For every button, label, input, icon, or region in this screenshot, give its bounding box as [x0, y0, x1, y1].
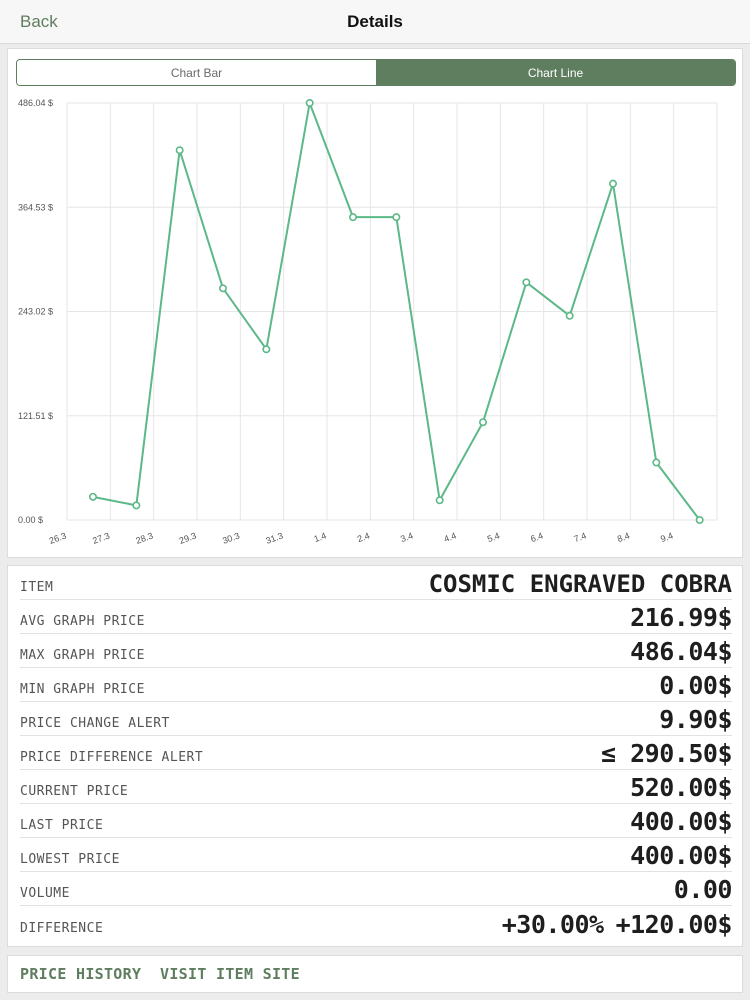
data-point [392, 213, 401, 222]
data-point [608, 179, 617, 188]
y-tick-label: 364.53 $ [18, 202, 53, 212]
data-point [695, 515, 704, 524]
data-point [435, 496, 444, 505]
data-point [175, 146, 184, 155]
data-point [89, 492, 98, 501]
detail-label: MAX GRAPH PRICE [20, 648, 145, 663]
detail-row-item: ITEM COSMIC ENGRAVED COBRA [20, 566, 732, 600]
x-tick-label: 26.3 [48, 530, 68, 545]
x-tick-label: 8.4 [616, 530, 631, 544]
detail-label: PRICE CHANGE ALERT [20, 716, 170, 731]
x-tick-label: 7.4 [573, 530, 588, 544]
data-point [219, 284, 228, 293]
data-point [262, 345, 271, 354]
x-tick-label: 3.4 [399, 530, 414, 544]
data-point [565, 311, 574, 320]
chart-type-toggle: Chart Bar Chart Line [16, 59, 736, 86]
difference-amount: +120.00$ [615, 910, 733, 939]
detail-row-price-difference-alert: PRICE DIFFERENCE ALERT ≤ 290.50$ [20, 736, 732, 770]
detail-row-difference: DIFFERENCE +30.00% +120.00$ [20, 906, 733, 940]
detail-label: VOLUME [20, 886, 70, 901]
detail-value: ≤ 290.50$ [601, 739, 732, 768]
y-tick-label: 243.02 $ [18, 307, 53, 317]
detail-row-min-price: MIN GRAPH PRICE 0.00$ [20, 668, 732, 702]
y-tick-label: 486.04 $ [18, 98, 53, 108]
x-tick-label: 31.3 [264, 530, 284, 545]
detail-row-last-price: LAST PRICE 400.00$ [20, 804, 732, 838]
visit-item-site-link[interactable]: VISIT ITEM SITE [160, 965, 300, 983]
difference-percent: +30.00% [501, 910, 604, 939]
detail-label: LAST PRICE [20, 818, 104, 833]
data-point [522, 278, 531, 287]
x-tick-label: 1.4 [313, 530, 328, 544]
detail-row-price-change-alert: PRICE CHANGE ALERT 9.90$ [20, 702, 732, 736]
x-tick-label: 9.4 [659, 530, 674, 544]
x-tick-label: 2.4 [356, 530, 371, 544]
price-line-chart: 0.00 $ 121.51 $ 243.02 $ 364.53 $ 486.04 $ 26… [18, 98, 718, 546]
detail-label: AVG GRAPH PRICE [20, 614, 145, 629]
data-point [305, 98, 314, 107]
detail-row-current-price: CURRENT PRICE 520.00$ [20, 770, 732, 804]
detail-value: 0.00$ [659, 671, 732, 700]
detail-label: CURRENT PRICE [20, 784, 129, 799]
x-tick-label: 29.3 [178, 530, 198, 545]
difference-values: +30.00% +120.00$ [501, 910, 733, 939]
back-button[interactable]: Back [20, 12, 58, 31]
x-tick-label: 30.3 [221, 530, 241, 545]
data-point [478, 418, 487, 427]
tab-chart-bar[interactable]: Chart Bar [17, 60, 376, 85]
data-point [132, 501, 141, 510]
detail-value: 216.99$ [630, 603, 732, 632]
detail-value: 400.00$ [630, 841, 732, 870]
tab-chart-line[interactable]: Chart Line [376, 60, 735, 85]
detail-value: 486.04$ [630, 637, 732, 666]
detail-value: 400.00$ [630, 807, 732, 836]
y-tick-label: 0.00 $ [18, 515, 43, 525]
navigation-bar: Back Details [0, 0, 750, 44]
detail-row-avg-price: AVG GRAPH PRICE 216.99$ [20, 600, 732, 634]
x-tick-label: 6.4 [529, 530, 544, 544]
detail-label: LOWEST PRICE [20, 852, 120, 867]
detail-value: 520.00$ [630, 773, 732, 802]
footer-actions: PRICE HISTORY VISIT ITEM SITE [7, 955, 743, 993]
chart-card: Chart Bar Chart Line 0.00 $ 121.51 $ 243.0… [7, 48, 743, 558]
x-tick-label: 4.4 [443, 530, 458, 544]
item-name-value: COSMIC ENGRAVED COBRA [428, 570, 732, 598]
detail-value: 0.00 [673, 875, 733, 904]
page-title: Details [347, 12, 403, 31]
data-point [348, 213, 357, 222]
x-tick-label: 27.3 [91, 530, 111, 545]
detail-value: 9.90$ [659, 705, 732, 734]
data-point [652, 458, 661, 467]
detail-label: PRICE DIFFERENCE ALERT [20, 750, 204, 765]
detail-label: MIN GRAPH PRICE [20, 682, 145, 697]
detail-row-lowest-price: LOWEST PRICE 400.00$ [20, 838, 732, 872]
item-details-card: ITEM COSMIC ENGRAVED COBRA AVG GRAPH PRI… [7, 565, 743, 947]
x-tick-label: 5.4 [486, 530, 501, 544]
y-tick-label: 121.51 $ [18, 411, 53, 421]
detail-row-volume: VOLUME 0.00 [20, 872, 733, 906]
detail-label: ITEM [20, 580, 54, 595]
x-tick-label: 28.3 [134, 530, 154, 545]
detail-row-max-price: MAX GRAPH PRICE 486.04$ [20, 634, 732, 668]
detail-label: DIFFERENCE [20, 921, 104, 936]
price-history-link[interactable]: PRICE HISTORY [20, 965, 142, 983]
